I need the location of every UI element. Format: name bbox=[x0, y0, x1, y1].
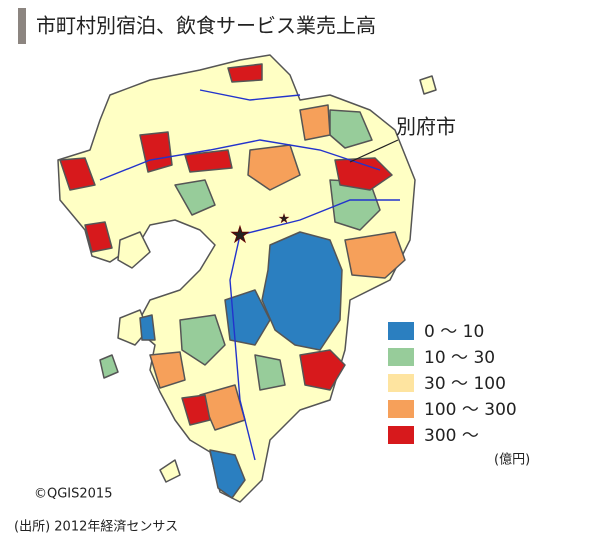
legend-swatch bbox=[388, 348, 414, 366]
annotation: 別府市 bbox=[396, 115, 456, 139]
river bbox=[99, 139, 381, 181]
legend-unit: (億円) bbox=[494, 452, 530, 468]
legend-label: 300 ～ bbox=[424, 426, 479, 446]
legend-label: 100 ～ 300 bbox=[424, 400, 517, 420]
river bbox=[239, 199, 400, 236]
legend-label: 10 ～ 30 bbox=[424, 348, 495, 368]
island bbox=[159, 459, 181, 483]
rivers bbox=[99, 89, 400, 461]
region bbox=[59, 157, 96, 191]
region bbox=[174, 179, 216, 216]
region bbox=[139, 314, 156, 341]
source: (出所) 2012年経済センサス bbox=[14, 519, 178, 535]
title-bar bbox=[18, 8, 26, 44]
region bbox=[261, 231, 343, 351]
island bbox=[419, 75, 437, 95]
region bbox=[139, 131, 173, 173]
map bbox=[57, 54, 437, 503]
region bbox=[181, 394, 211, 426]
region bbox=[209, 449, 246, 499]
region bbox=[299, 104, 331, 141]
legend-swatch bbox=[388, 374, 414, 392]
legend-swatch bbox=[388, 400, 414, 418]
region bbox=[84, 221, 113, 253]
region bbox=[179, 314, 226, 366]
island bbox=[117, 231, 151, 269]
region bbox=[299, 349, 346, 391]
region bbox=[334, 157, 393, 191]
star-marker: ★ bbox=[279, 212, 290, 226]
region bbox=[224, 289, 271, 346]
credit: ©QGIS2015 bbox=[34, 487, 112, 502]
island bbox=[99, 354, 119, 379]
legend-label: 30 ～ 100 bbox=[424, 374, 506, 394]
legend-swatch bbox=[388, 426, 414, 444]
star-marker: ★ bbox=[230, 223, 250, 248]
region bbox=[344, 231, 406, 279]
region bbox=[247, 144, 301, 191]
legend-label: 0 ～ 10 bbox=[424, 322, 484, 342]
river bbox=[199, 89, 301, 101]
region bbox=[227, 63, 263, 83]
title: 市町村別宿泊、飲食サービス業売上高 bbox=[36, 14, 376, 38]
river bbox=[229, 234, 256, 461]
annotation-line bbox=[349, 139, 399, 163]
legend: 0 ～ 10 10 ～ 30 30 ～ 100 100 ～ 300 300 ～ bbox=[388, 322, 517, 446]
region bbox=[184, 149, 233, 173]
region bbox=[254, 354, 286, 391]
region bbox=[149, 351, 186, 389]
legend-swatch bbox=[388, 322, 414, 340]
